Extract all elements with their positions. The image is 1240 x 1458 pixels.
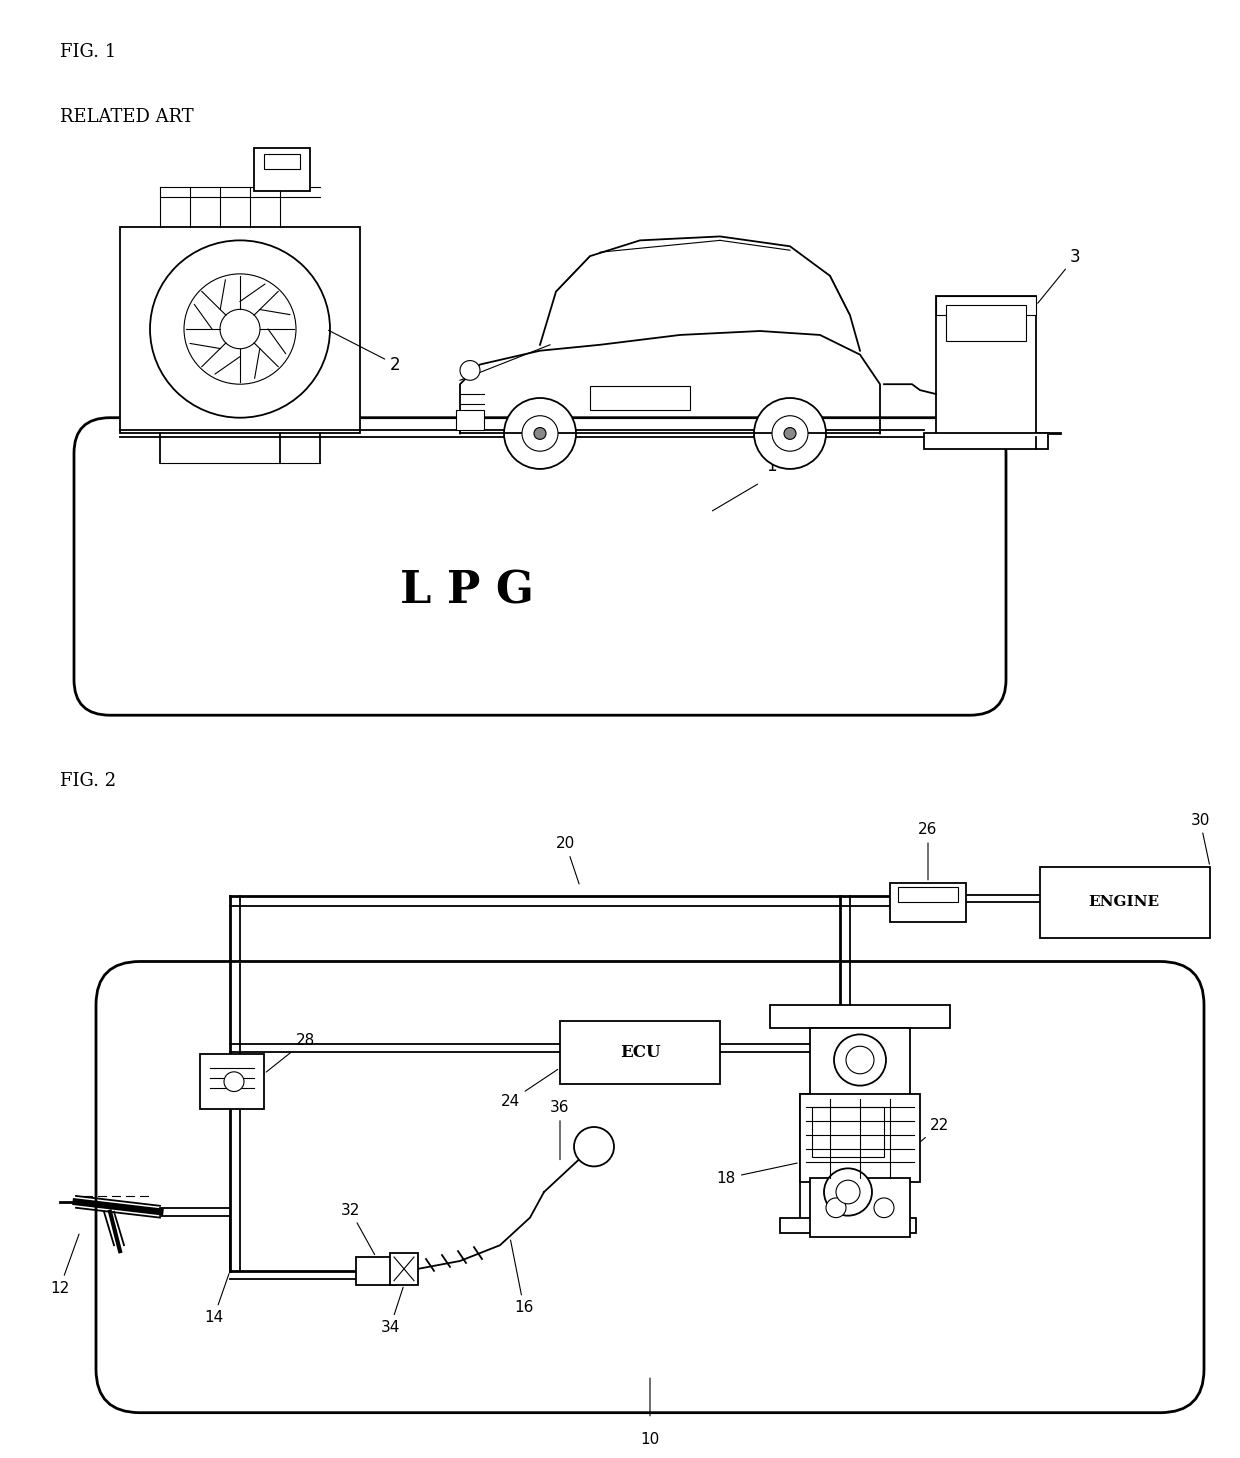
Text: 2: 2 <box>329 331 401 373</box>
Bar <box>200 1054 264 1110</box>
Bar <box>120 226 360 433</box>
Text: ENGINE: ENGINE <box>1089 895 1159 910</box>
Circle shape <box>874 1198 894 1217</box>
Bar <box>924 433 1048 449</box>
Text: FIG. 1: FIG. 1 <box>60 44 117 61</box>
Circle shape <box>503 398 577 469</box>
Bar <box>812 1107 884 1156</box>
Circle shape <box>224 1072 244 1092</box>
Circle shape <box>835 1034 887 1086</box>
Bar <box>800 1094 897 1222</box>
Bar <box>936 296 1035 437</box>
FancyBboxPatch shape <box>95 961 1204 1413</box>
Text: 34: 34 <box>381 1287 403 1336</box>
Text: 36: 36 <box>551 1101 569 1159</box>
Circle shape <box>522 416 558 451</box>
Bar <box>356 1257 396 1284</box>
Text: 30: 30 <box>1190 812 1210 865</box>
Circle shape <box>184 274 296 385</box>
Text: 14: 14 <box>205 1273 229 1325</box>
Bar <box>890 882 966 921</box>
Circle shape <box>846 1047 874 1073</box>
Circle shape <box>150 241 330 417</box>
Circle shape <box>784 427 796 439</box>
Text: 12: 12 <box>50 1233 79 1296</box>
Text: 26: 26 <box>919 822 937 879</box>
Bar <box>456 410 484 430</box>
Bar <box>936 296 1035 315</box>
Bar <box>780 1217 916 1233</box>
Bar <box>254 147 310 191</box>
Text: 16: 16 <box>511 1241 533 1315</box>
Text: 3: 3 <box>1038 248 1080 303</box>
Bar <box>1040 868 1210 937</box>
Circle shape <box>219 309 260 348</box>
Circle shape <box>754 398 826 469</box>
Bar <box>391 1252 418 1284</box>
Circle shape <box>836 1180 861 1204</box>
Text: ECU: ECU <box>620 1044 661 1060</box>
Text: 28: 28 <box>267 1034 315 1072</box>
Text: L P G: L P G <box>401 570 534 612</box>
Text: RELATED ART: RELATED ART <box>60 108 193 127</box>
Text: 24: 24 <box>501 1069 558 1108</box>
Circle shape <box>460 360 480 381</box>
Bar <box>264 153 300 169</box>
Bar <box>800 1094 920 1182</box>
Circle shape <box>574 1127 614 1166</box>
FancyBboxPatch shape <box>74 417 1006 716</box>
Text: 10: 10 <box>640 1432 660 1448</box>
Circle shape <box>773 416 808 451</box>
Bar <box>770 1005 950 1028</box>
Text: 32: 32 <box>340 1203 374 1254</box>
Bar <box>590 386 689 410</box>
Bar <box>560 1021 720 1083</box>
Bar <box>810 1028 910 1098</box>
Circle shape <box>534 427 546 439</box>
Text: 22: 22 <box>898 1118 950 1161</box>
Text: FIG. 2: FIG. 2 <box>60 773 117 790</box>
Bar <box>810 1178 910 1238</box>
Circle shape <box>825 1168 872 1216</box>
Bar <box>898 886 959 903</box>
Text: 1: 1 <box>766 456 776 475</box>
Bar <box>946 305 1025 341</box>
Text: 20: 20 <box>556 835 579 884</box>
Text: 18: 18 <box>717 1163 797 1185</box>
Circle shape <box>826 1198 846 1217</box>
